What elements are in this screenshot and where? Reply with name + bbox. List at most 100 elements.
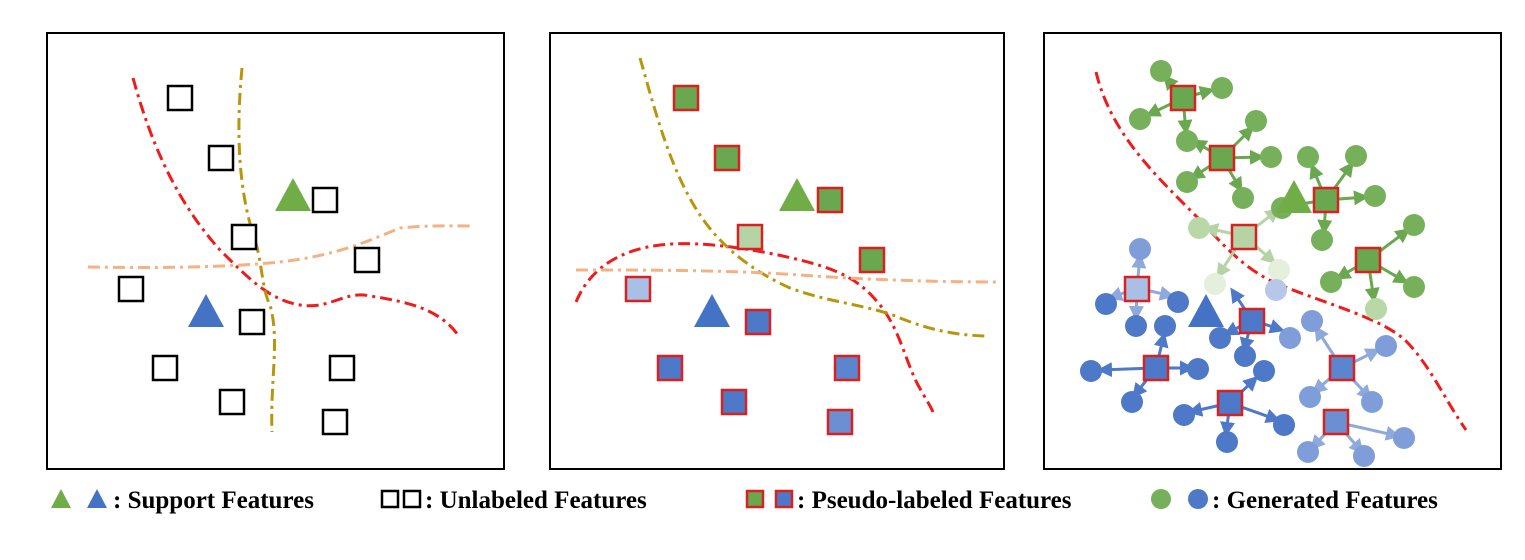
generated-circle <box>1211 77 1233 99</box>
panel-frame <box>549 32 1005 470</box>
pseudo-square-blue <box>720 388 748 416</box>
support-triangle-green <box>779 178 815 211</box>
unlabeled-square <box>207 144 235 172</box>
legend-triangle-green <box>51 489 71 508</box>
generated-circle <box>1080 360 1102 382</box>
generated-circle <box>1279 327 1301 349</box>
generated-circle <box>1260 146 1282 168</box>
generated-circle <box>1320 271 1342 293</box>
boundary-red <box>574 242 935 413</box>
pseudo-square-green <box>1312 186 1340 214</box>
generated-circle <box>1299 386 1321 408</box>
unlabeled-square <box>151 354 179 382</box>
generated-circles-green <box>1129 60 1425 298</box>
legend-circle-blue <box>1188 489 1208 509</box>
pseudo-square-green <box>1208 144 1236 172</box>
generated-circle <box>1176 130 1198 152</box>
legend-triangle-blue <box>87 489 107 508</box>
generated-circle <box>1167 291 1189 313</box>
generated-circles-blue <box>1080 291 1295 453</box>
generated-circles-green-faint <box>1204 259 1290 295</box>
generated-circle <box>1353 445 1375 467</box>
boundary-gold <box>638 57 986 338</box>
panel-support-unlabeled <box>46 32 505 470</box>
legend-generated-label: : Generated Features <box>1212 487 1438 514</box>
support-triangle-blue <box>188 294 224 327</box>
generated-circle <box>1187 358 1209 380</box>
pseudo-square-green <box>858 246 886 274</box>
pseudo-square-green <box>1169 84 1197 112</box>
pseudo-square-green <box>1354 246 1382 274</box>
generated-circle <box>1095 293 1117 315</box>
generated-circle <box>1365 298 1387 320</box>
generated-circle <box>1265 279 1287 301</box>
generated-circle <box>1297 441 1319 463</box>
generated-circle <box>1393 427 1415 449</box>
support-triangle-green <box>275 178 311 211</box>
pseudo-square-blue <box>1238 307 1266 335</box>
pseudo-square-blue <box>833 354 861 382</box>
unlabeled-square <box>353 246 381 274</box>
pseudo-square-green <box>713 144 741 172</box>
legend-square-pseudo-blue <box>774 489 794 509</box>
generated-circle <box>1154 315 1176 337</box>
panel-frame <box>1043 32 1502 470</box>
generated-circle <box>1188 217 1210 239</box>
generated-circle <box>1268 259 1290 281</box>
pseudo-square-blue <box>1328 354 1356 382</box>
boundary-red <box>131 77 460 336</box>
generated-circle <box>1129 238 1151 260</box>
legend-square-pseudo-green <box>745 489 765 509</box>
legend-circle-green <box>1151 489 1171 509</box>
pseudo-square-blue <box>826 408 854 436</box>
unlabeled-squares <box>117 84 381 436</box>
generated-circle <box>1204 273 1226 295</box>
generated-circle <box>1173 404 1195 426</box>
generated-circle <box>1232 187 1254 209</box>
pseudo-square-green-light <box>1230 223 1258 251</box>
legend-square-unlabeled <box>380 489 400 509</box>
pseudo-square-blue-light <box>624 275 652 303</box>
panel-pseudo-labeled <box>549 32 1005 470</box>
unlabeled-square <box>328 354 356 382</box>
legend-unlabeled-label: : Unlabeled Features <box>425 487 647 514</box>
generated-circles-green-light <box>1188 217 1387 320</box>
unlabeled-square <box>166 84 194 112</box>
pseudo-square-blue-light <box>1123 275 1151 303</box>
generated-circle <box>1273 414 1295 436</box>
pseudo-square-blue <box>1142 354 1170 382</box>
generated-circle <box>1361 391 1383 413</box>
boundary-gold <box>237 67 277 433</box>
generated-circle <box>1301 310 1323 332</box>
generated-circles-blue-faint <box>1265 279 1287 301</box>
generated-circle <box>1129 108 1151 130</box>
unlabeled-square <box>218 388 246 416</box>
generated-circle <box>1209 327 1231 349</box>
panel-frame <box>46 32 505 470</box>
generated-circle <box>1125 315 1147 337</box>
boundary-red <box>1094 71 1468 431</box>
pseudo-labeled-squares <box>624 84 886 436</box>
generated-circle <box>1216 431 1238 453</box>
generated-circle <box>1150 60 1172 82</box>
generated-circle <box>1253 360 1275 382</box>
legend-pseudo-label: : Pseudo-labeled Features <box>797 487 1072 514</box>
generated-circles-blue-light <box>1129 238 1415 467</box>
unlabeled-square <box>238 308 266 336</box>
generated-circle <box>1234 345 1256 367</box>
unlabeled-square <box>311 186 339 214</box>
generated-circle <box>1245 110 1267 132</box>
generated-circle <box>1311 229 1333 251</box>
generated-circle <box>1121 391 1143 413</box>
support-triangle-blue <box>694 294 730 327</box>
pseudo-square-green <box>816 186 844 214</box>
unlabeled-square <box>230 223 258 251</box>
generated-circle <box>1297 146 1319 168</box>
generated-circle <box>1403 214 1425 236</box>
generated-circle <box>1375 335 1397 357</box>
pseudo-square-blue <box>656 354 684 382</box>
pseudo-square-green <box>672 84 700 112</box>
pseudo-square-blue <box>1216 389 1244 417</box>
legend-square-unlabeled <box>402 489 422 509</box>
